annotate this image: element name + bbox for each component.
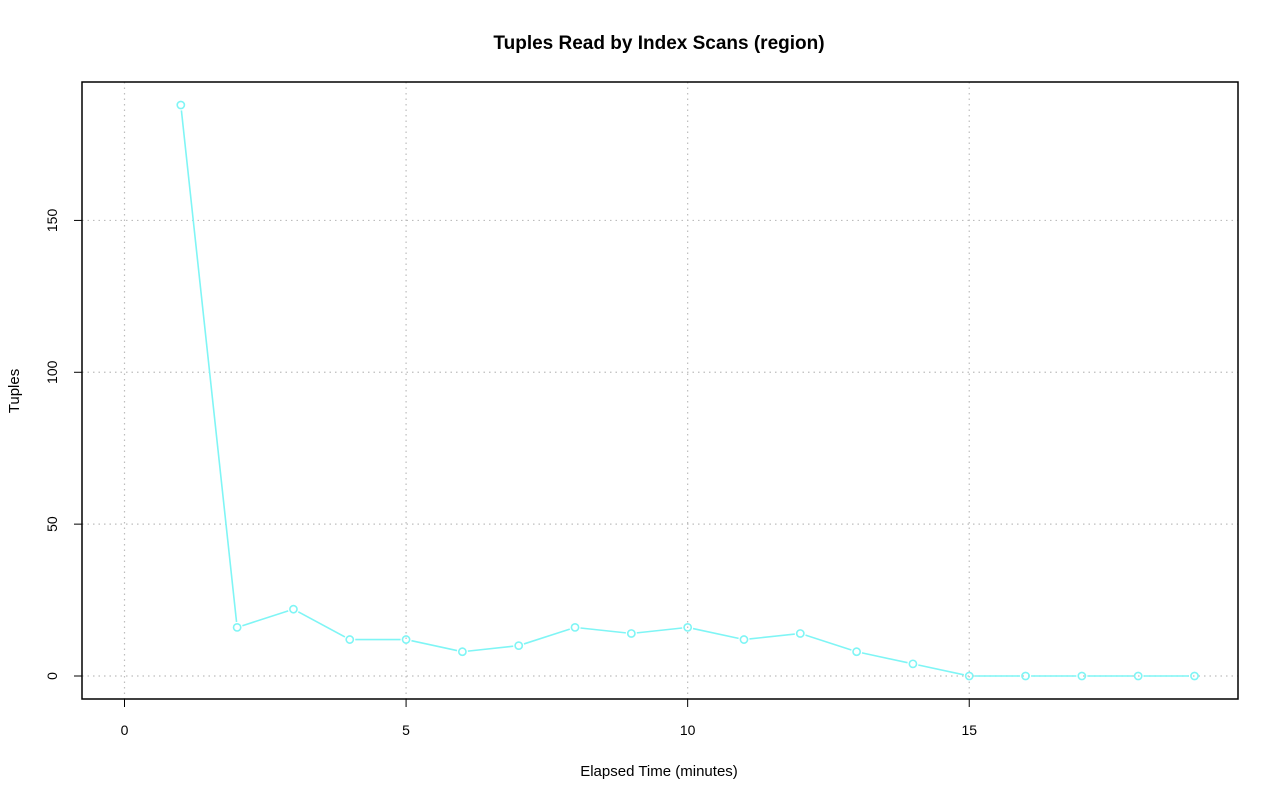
data-point: [739, 635, 749, 644]
data-point: [289, 604, 298, 614]
series-segment: [918, 664, 965, 676]
data-point: [1133, 671, 1143, 681]
data-point: [570, 623, 580, 632]
series-segment: [861, 652, 908, 664]
series-segment: [805, 634, 852, 651]
series-segment: [297, 611, 346, 638]
series-layer: [176, 100, 1199, 681]
grid-lines: [82, 82, 1238, 699]
y-axis-label: Tuples: [6, 369, 23, 413]
chart-title: Tuples Read by Index Scans (region): [493, 33, 824, 54]
y-tick-label: 100: [44, 360, 60, 384]
plot-area-border: [81, 81, 1239, 700]
data-point: [457, 647, 467, 657]
data-point: [964, 671, 974, 681]
series-segment: [580, 627, 626, 634]
series-segment: [242, 610, 289, 627]
data-point: [1021, 671, 1030, 681]
data-point: [1077, 671, 1087, 681]
series-segment: [523, 628, 571, 645]
data-point: [176, 100, 186, 110]
series-segment: [411, 639, 458, 652]
data-point: [795, 629, 805, 638]
series-segment: [180, 110, 238, 623]
x-tick-label: 10: [680, 722, 696, 738]
x-tick-label: 5: [402, 722, 410, 738]
x-axis-label: Elapsed Time (minutes): [580, 763, 738, 780]
data-point: [852, 647, 862, 657]
series-segment: [692, 627, 739, 640]
y-tick-label: 0: [44, 672, 60, 680]
data-point: [401, 635, 411, 644]
y-tick-label: 150: [44, 209, 60, 233]
data-point: [1190, 671, 1199, 681]
data-point: [683, 623, 693, 632]
data-point: [345, 635, 355, 644]
y-tick-label: 50: [44, 516, 60, 532]
series-segment: [749, 633, 795, 640]
data-point: [626, 629, 636, 638]
series-segment: [636, 627, 683, 634]
data-point: [232, 623, 242, 632]
series-segment: [467, 645, 514, 652]
data-point: [908, 659, 918, 669]
x-tick-label: 15: [961, 722, 977, 738]
x-tick-label: 0: [121, 722, 129, 738]
data-point: [514, 641, 524, 651]
